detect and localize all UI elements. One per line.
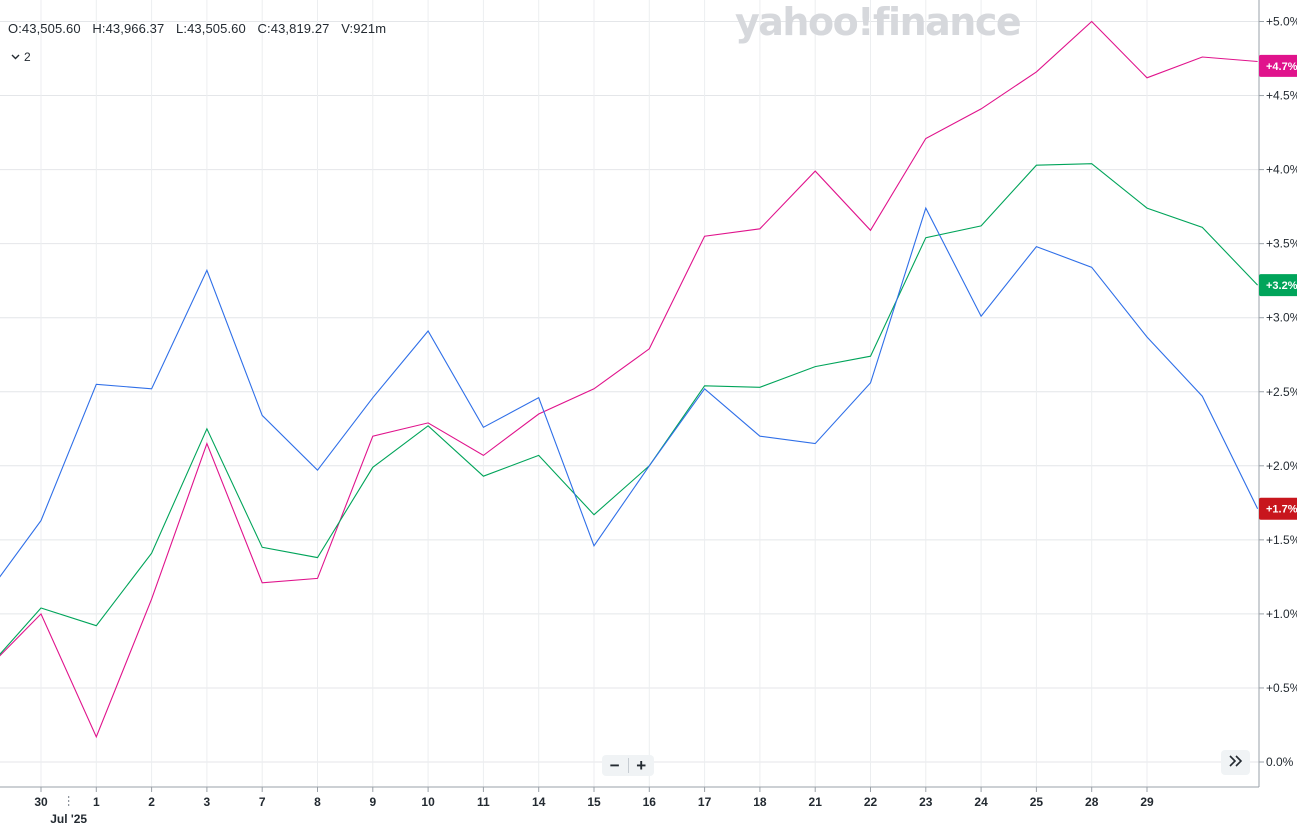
- series-collapse-toggle[interactable]: 2: [11, 50, 31, 64]
- x-tick-label: 21: [809, 795, 823, 809]
- x-tick-label: 2: [148, 795, 155, 809]
- x-tick-label: 16: [643, 795, 657, 809]
- y-tick-label: +1.0%: [1266, 607, 1297, 621]
- x-tick-label: 9: [369, 795, 376, 809]
- series-badge-2: +3.2%: [1259, 274, 1297, 297]
- chevron-down-icon: [11, 54, 20, 60]
- y-tick-label: 0.0%: [1266, 755, 1294, 769]
- x-tick-label: 22: [864, 795, 878, 809]
- low-value: L:43,505.60: [176, 21, 246, 36]
- x-tick-label: 28: [1085, 795, 1099, 809]
- ohlc-readout: O:43,505.60 H:43,966.37 L:43,505.60 C:43…: [8, 21, 394, 36]
- zoom-out-button[interactable]: −: [609, 756, 620, 775]
- zoom-controls: − +: [602, 755, 654, 776]
- high-value: H:43,966.37: [92, 21, 165, 36]
- double-chevron-right-icon: [1228, 754, 1244, 772]
- series-badge-3: +1.7%: [1259, 497, 1297, 520]
- x-tick-label: 17: [698, 795, 712, 809]
- y-tick-label: +0.5%: [1266, 681, 1297, 695]
- y-tick-label: +3.5%: [1266, 237, 1297, 251]
- series-line-1: [0, 20, 1258, 739]
- x-tick-label: 1: [93, 795, 100, 809]
- series-count: 2: [24, 50, 31, 64]
- series-badge-1: +4.7%: [1259, 54, 1297, 77]
- y-tick-label: +1.5%: [1266, 533, 1297, 547]
- yahoo-finance-watermark: yahoo!finance: [735, 0, 1022, 44]
- x-tick-label: 8: [314, 795, 321, 809]
- badge-background: [1259, 497, 1297, 520]
- volume-value: V:921m: [341, 21, 387, 36]
- open-value: O:43,505.60: [8, 21, 81, 36]
- zoom-divider: [627, 758, 629, 773]
- x-tick-label: 3: [204, 795, 211, 809]
- series-line-3: [0, 206, 1259, 578]
- zoom-in-button[interactable]: +: [636, 756, 647, 775]
- badge-label: +4.7%: [1266, 61, 1297, 73]
- close-value: C:43,819.27: [257, 21, 330, 36]
- x-tick-label: 15: [587, 795, 601, 809]
- y-tick-label: +4.0%: [1266, 163, 1297, 177]
- x-tick-label: 10: [421, 795, 435, 809]
- y-tick-label: +3.0%: [1266, 311, 1297, 325]
- y-tick-label: +4.5%: [1266, 89, 1297, 103]
- x-tick-label: 14: [532, 795, 546, 809]
- x-tick-label: 30: [34, 795, 48, 809]
- series-line-2: [0, 163, 1258, 655]
- y-tick-label: +2.5%: [1266, 385, 1297, 399]
- x-tick-label: 7: [259, 795, 266, 809]
- x-tick-label: 18: [753, 795, 767, 809]
- month-label: Jul '25: [50, 812, 87, 826]
- scroll-to-latest-button[interactable]: [1221, 750, 1250, 775]
- badge-label: +1.7%: [1266, 504, 1297, 516]
- x-tick-label: 23: [919, 795, 933, 809]
- x-tick-label: 29: [1140, 795, 1154, 809]
- badge-background: [1259, 274, 1297, 297]
- x-tick-label: 24: [974, 795, 988, 809]
- badge-label: +3.2%: [1266, 280, 1297, 292]
- y-tick-label: +2.0%: [1266, 459, 1297, 473]
- x-tick-label: 25: [1030, 795, 1044, 809]
- badge-background: [1259, 54, 1297, 77]
- x-tick-label: 11: [477, 795, 490, 809]
- y-tick-label: +5.0%: [1266, 15, 1297, 29]
